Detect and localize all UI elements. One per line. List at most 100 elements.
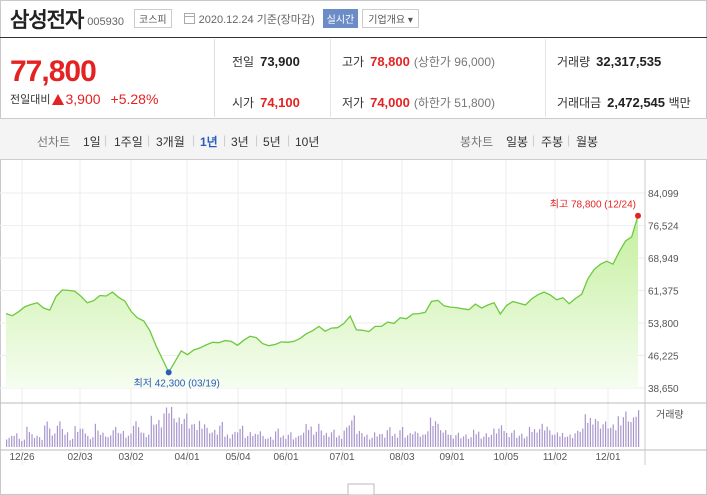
volume-bar [488, 437, 490, 447]
y-tick-label: 76,524 [648, 222, 679, 233]
x-tick-label: 10/05 [493, 452, 518, 463]
volume-bar [526, 436, 528, 447]
volume-bar [148, 434, 150, 447]
volume-bar [597, 421, 599, 447]
volume-bar [23, 439, 25, 447]
volume-bar [386, 430, 388, 447]
volume-bar [97, 430, 99, 447]
y-tick-label: 61,375 [648, 287, 679, 298]
calendar-icon [183, 13, 195, 24]
volume-bar [204, 424, 206, 447]
max-point [635, 212, 641, 219]
min-label: 최저 42,300 (03/19) [134, 377, 220, 389]
volume-bar [242, 425, 244, 447]
period-1y[interactable]: 1년 [200, 135, 218, 149]
volume-bar [229, 438, 231, 447]
volume-bar [528, 426, 531, 447]
volume-bar [310, 426, 312, 447]
volume-bar [447, 434, 449, 447]
stock-name[interactable]: 삼성전자 [10, 8, 84, 32]
price-chart: 84,099 76,524 68,949 61,375 53,800 46,225 38,6… [0, 160, 707, 495]
period-3y[interactable]: 3년 [231, 135, 249, 149]
volume-bar [452, 438, 454, 447]
stock-code: 005930 [87, 15, 124, 28]
volume-bar [290, 432, 292, 447]
volume-bar [508, 437, 510, 447]
volume-bar [490, 434, 492, 447]
volume-bar [173, 418, 175, 447]
volume-bar [399, 430, 401, 447]
volume-bar [262, 435, 264, 447]
volume-bar [92, 437, 94, 447]
volume-bar [638, 410, 640, 447]
volume-bar [467, 438, 470, 447]
divider [330, 39, 331, 117]
volume-bar [513, 430, 515, 447]
volume-bar [198, 420, 201, 447]
volume-bar [186, 413, 188, 447]
volume-bar [577, 430, 579, 447]
volume-bar [237, 432, 239, 447]
volume-bar [267, 438, 269, 447]
volume-bar [389, 427, 391, 447]
volume-bar [635, 416, 637, 447]
company-overview-button[interactable]: 기업개요 ▾ [362, 9, 419, 28]
live-button[interactable]: 실시간 [322, 9, 359, 28]
volume-bar [511, 432, 513, 447]
period-1d[interactable]: 1일 [83, 135, 101, 149]
volume-bar [498, 428, 500, 447]
volume-bar [270, 436, 272, 447]
candle-daily[interactable]: 일봉 [506, 135, 529, 149]
volume-bar [165, 407, 168, 447]
volume-bar [549, 430, 551, 447]
volume-bar [584, 414, 586, 447]
period-3m[interactable]: 3개월 [156, 135, 185, 149]
y-tick-label: 53,800 [648, 319, 679, 330]
volume-bar [110, 435, 112, 447]
volume-bar [275, 431, 277, 447]
volume-bar [424, 434, 426, 447]
volume-bar [630, 422, 632, 447]
volume-bar [391, 436, 393, 447]
volume-bar [66, 432, 69, 447]
period-10y[interactable]: 10년 [295, 135, 320, 149]
scroll-handle[interactable] [347, 483, 375, 495]
volume-bar [226, 434, 228, 447]
volume-bar [594, 419, 597, 447]
min-point [165, 369, 172, 376]
volume-bar [49, 428, 51, 447]
volume-bar [617, 416, 619, 447]
volume-bar [422, 434, 424, 447]
volume-bar [99, 434, 102, 447]
volume-bar [429, 417, 432, 447]
volume-bar [599, 428, 602, 447]
volume-bar [343, 430, 345, 447]
volume-bar [546, 426, 548, 447]
volume-bar [221, 421, 223, 447]
volume-bar [219, 425, 221, 447]
volume-bar [483, 436, 485, 447]
volume-bar [8, 437, 10, 447]
volume-bar [6, 439, 8, 447]
candle-monthly[interactable]: 월봉 [576, 135, 599, 149]
volume-bar [374, 432, 376, 447]
candle-weekly[interactable]: 주봉 [541, 135, 564, 149]
y-tick-label: 68,949 [648, 254, 679, 265]
up-arrow-icon [52, 93, 65, 105]
volume-bar [587, 422, 589, 447]
period-1w[interactable]: 1주일 [114, 135, 143, 149]
volume-bar [297, 435, 300, 447]
volume-bar [348, 425, 350, 447]
volume-bar [333, 429, 335, 447]
period-5y[interactable]: 5년 [263, 135, 281, 149]
volume-bar [102, 432, 104, 447]
x-tick-label: 07/01 [329, 452, 354, 463]
x-tick-label: 06/01 [273, 452, 298, 463]
volume-bar [87, 435, 89, 447]
volume-bar [336, 437, 338, 447]
volume-bar [234, 431, 236, 447]
volume-bar [112, 430, 114, 447]
volume-bar [346, 427, 348, 447]
volume-bar [620, 425, 622, 447]
volume-bar [592, 424, 594, 447]
